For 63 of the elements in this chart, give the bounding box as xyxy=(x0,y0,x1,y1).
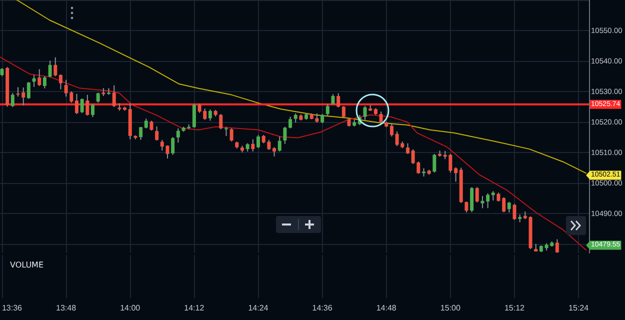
candlestick xyxy=(176,128,180,144)
candlestick xyxy=(363,106,367,120)
candlestick xyxy=(139,126,143,140)
candlestick xyxy=(256,134,260,149)
candlestick xyxy=(336,92,340,108)
candlestick xyxy=(10,92,14,108)
candlestick xyxy=(86,94,90,116)
candlestick xyxy=(464,200,468,213)
candlestick xyxy=(288,116,292,129)
candlestick xyxy=(502,196,506,213)
candlestick xyxy=(48,60,52,78)
x-tick-label: 13:48 xyxy=(56,304,77,312)
candlestick xyxy=(155,126,159,142)
candlestick xyxy=(74,93,78,114)
candlestick xyxy=(454,166,458,182)
candlestick xyxy=(406,142,410,154)
candlestick xyxy=(272,146,276,157)
x-tick-label: 14:24 xyxy=(248,304,269,312)
x-tick-label: 14:48 xyxy=(376,304,397,312)
candlestick xyxy=(491,190,495,202)
candlestick xyxy=(58,74,62,90)
candlestick xyxy=(90,103,94,118)
candlestick xyxy=(144,118,148,129)
candlestick xyxy=(42,76,46,89)
candlestick xyxy=(38,68,42,86)
candlestick xyxy=(555,238,559,254)
candlestick xyxy=(251,138,255,152)
candlestick xyxy=(283,126,287,144)
x-tick-label: 14:00 xyxy=(120,304,141,312)
candlestick xyxy=(112,84,116,108)
x-tick-label: 15:12 xyxy=(504,304,526,312)
candlestick xyxy=(326,103,330,117)
candlestick xyxy=(219,114,223,130)
candlestick xyxy=(342,106,346,118)
candlestick xyxy=(26,81,30,100)
candlestick xyxy=(171,136,175,156)
candlestick xyxy=(507,201,511,213)
candlestick xyxy=(294,112,298,124)
candlestick xyxy=(230,128,234,142)
x-tick-label: 14:36 xyxy=(312,304,333,312)
x-tick-label: 15:00 xyxy=(440,304,461,312)
candlestick xyxy=(512,203,516,220)
candlestick xyxy=(80,98,84,114)
candlestick xyxy=(150,120,154,131)
candlestick xyxy=(331,94,335,106)
candlestick xyxy=(486,192,490,209)
x-tick-label: 13:36 xyxy=(2,304,23,312)
candlestick xyxy=(379,111,383,124)
candlestick xyxy=(208,108,212,122)
candlestick xyxy=(192,103,196,128)
candlestick xyxy=(390,122,394,138)
candlestick xyxy=(320,114,324,124)
candlestick xyxy=(480,196,484,209)
candlestick xyxy=(475,186,479,203)
x-tick-label: 14:12 xyxy=(184,304,205,312)
candlestick xyxy=(54,56,58,77)
candlestick xyxy=(278,136,282,152)
candlestick xyxy=(224,126,228,136)
candlestick xyxy=(432,153,436,174)
candlestick xyxy=(96,92,100,104)
candlestick xyxy=(470,186,474,213)
text: VOLUME xyxy=(10,260,44,270)
x-tick-label: 15:24 xyxy=(568,304,590,312)
